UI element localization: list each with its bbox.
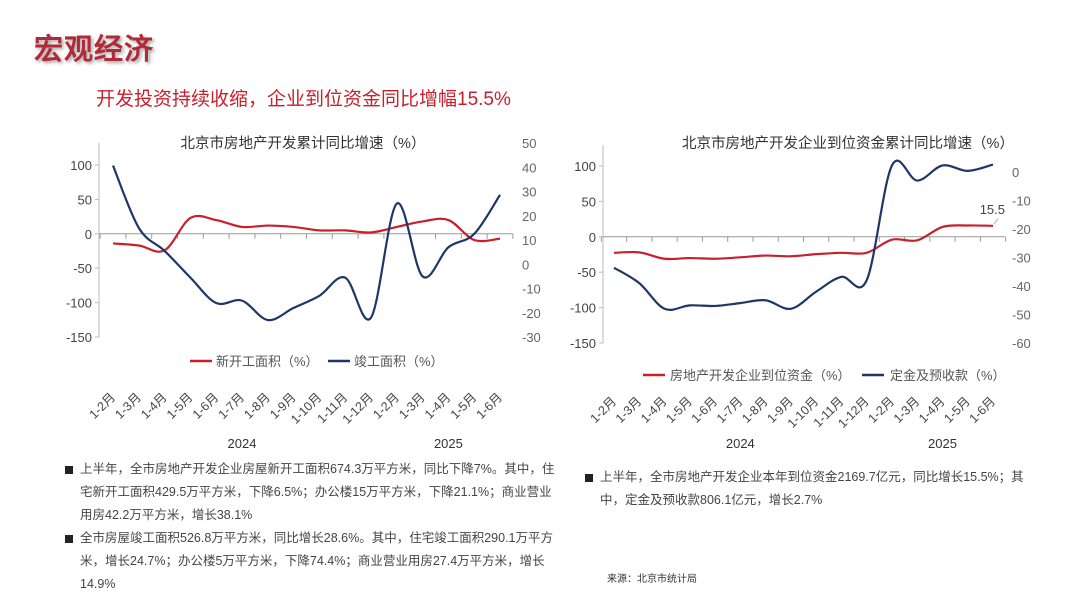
series-line-2 [111,165,501,322]
bullet-square-icon [65,466,73,474]
bullet-square-icon [65,535,73,543]
x-tick-label: 1-5月 [164,390,196,422]
x-tick-label: 1-4月 [916,394,948,426]
y-tick-label-left: -100 [66,296,92,311]
chart-title: 北京市房地产开发企业到位资金累计同比增速（%） [682,134,1014,152]
y-tick-label-left: -150 [66,330,92,345]
x-tick-label: 1-6月 [474,390,506,422]
y-tick-label-right: -60 [1012,336,1031,351]
note-new-construction: 上半年，全市房地产开发企业房屋新开工面积674.3万平方米，同比下降7%。其中，… [65,458,558,527]
y-tick-label-right: 50 [522,136,536,151]
series-line-2 [613,159,994,311]
y-tick-label-left: 100 [70,158,92,173]
x-year-label: 2025 [928,436,957,451]
x-year-label: 2024 [726,436,755,451]
x-tick-label: 1-7月 [714,394,746,426]
y-tick-label-left: 50 [78,192,92,207]
y-tick-label-left: 0 [85,227,92,242]
x-tick-label: 1-6月 [190,390,222,422]
y-tick-label-right: -30 [522,330,541,345]
y-tick-label-right: -20 [1012,222,1031,237]
y-tick-label-left: 50 [582,194,596,209]
y-tick-label-right: -10 [1012,194,1031,209]
x-tick-label: 1-2月 [370,390,402,422]
note-text: 全市房屋竣工面积526.8万平方米，同比增长28.6%。其中，住宅竣工面积290… [80,531,554,591]
x-tick-label: 1-4月 [422,390,454,422]
annotation-leader [993,218,999,225]
y-tick-label-right: 10 [522,233,536,248]
x-year-label: 2024 [228,436,257,451]
x-tick-label: 1-3月 [613,394,645,426]
x-tick-label: 1-2月 [588,394,620,426]
series-line-1 [613,224,994,261]
y-tick-label-left: 100 [574,159,596,174]
x-tick-label: 1-4月 [138,390,170,422]
legend-label: 竣工面积（%） [354,354,444,369]
notes-left: 上半年，全市房地产开发企业房屋新开工面积674.3万平方米，同比下降7%。其中，… [65,458,558,596]
y-tick-label-right: 30 [522,185,536,200]
x-tick-label: 1-8月 [739,394,771,426]
x-tick-label: 1-6月 [689,394,721,426]
chart-title: 北京市房地产开发累计同比增速（%） [181,135,426,152]
note-text: 上半年，全市房地产开发企业房屋新开工面积674.3万平方米，同比下降7%。其中，… [80,462,555,522]
x-tick-label: 1-5月 [448,390,480,422]
legend-label: 房地产开发企业到位资金（%） [670,368,851,383]
y-tick-label-left: -50 [73,261,92,276]
x-tick-label: 1-3月 [891,394,923,426]
x-tick-label: 1-8月 [241,390,273,422]
x-tick-label: 1-2月 [866,394,898,426]
x-tick-label: 1-7月 [216,390,248,422]
data-label: 15.5 [980,202,1005,217]
note-completion: 全市房屋竣工面积526.8万平方米，同比增长28.6%。其中，住宅竣工面积290… [65,527,558,596]
y-tick-label-right: -30 [1012,251,1031,266]
x-tick-label: 1-6月 [967,394,999,426]
y-tick-label-left: -150 [570,336,596,351]
y-tick-label-left: -100 [570,301,596,316]
x-tick-label: 1-5月 [663,394,695,426]
note-funds: 上半年，全市房地产开发企业本年到位资金2169.7亿元，同比增长15.5%；其中… [585,466,1040,512]
x-tick-label: 1-3月 [396,390,428,422]
y-tick-label-right: 0 [522,257,529,272]
y-tick-label-right: -20 [522,306,541,321]
y-tick-label-left: -50 [577,265,596,280]
x-tick-label: 1-5月 [941,394,973,426]
series-line-1 [112,214,501,253]
source-note: 来源：北京市统计局 [607,574,697,585]
y-tick-label-right: -10 [522,282,541,297]
y-tick-label-right: 20 [522,209,536,224]
y-tick-label-right: -50 [1012,308,1031,323]
x-tick-label: 1-4月 [638,394,670,426]
y-tick-label-right: 0 [1012,165,1019,180]
x-year-label: 2025 [434,436,463,451]
page-title: 宏观经济 [34,34,155,66]
bullet-square-icon [585,474,593,482]
y-tick-label-right: -40 [1012,279,1031,294]
legend-label: 新开工面积（%） [216,354,319,369]
x-tick-label: 1-2月 [87,390,119,422]
page-subtitle: 开发投资持续收缩，企业到位资金同比增幅15.5% [96,89,511,110]
legend-label: 定金及预收款（%） [890,368,1006,383]
x-tick-label: 1-3月 [112,390,144,422]
y-tick-label-right: 40 [522,160,536,175]
y-tick-label-left: 0 [589,230,596,245]
note-text: 上半年，全市房地产开发企业本年到位资金2169.7亿元，同比增长15.5%；其中… [600,470,1024,507]
